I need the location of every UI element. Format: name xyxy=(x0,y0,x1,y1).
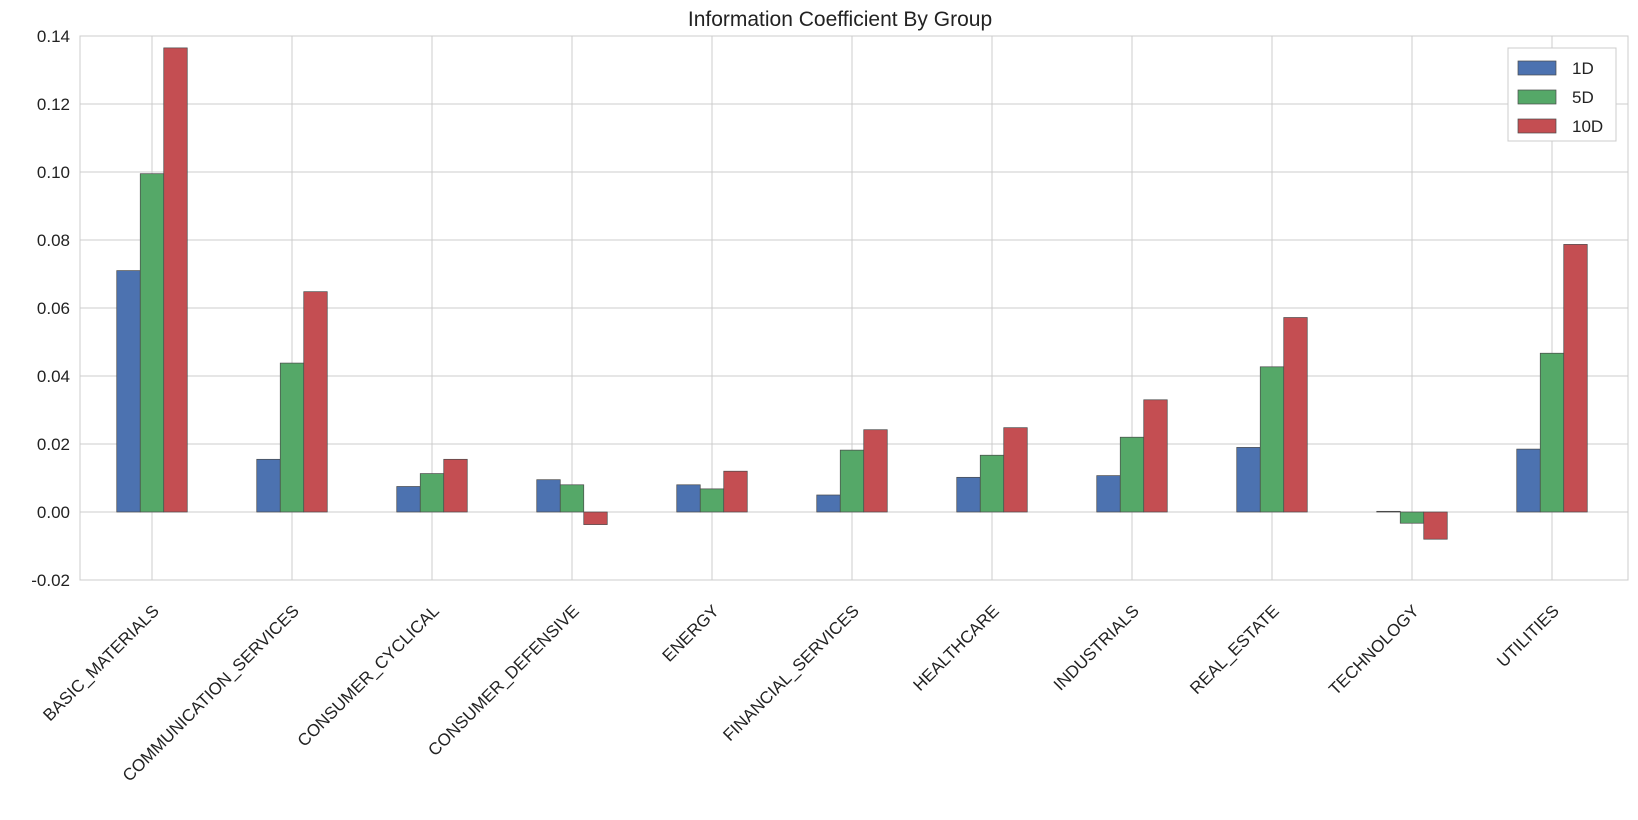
legend-swatch-5d xyxy=(1517,89,1557,105)
bar-5d-utilities xyxy=(1539,352,1565,513)
bars xyxy=(116,47,1588,540)
bar-5d-energy xyxy=(699,488,725,513)
y-tick-label: 0.02 xyxy=(37,435,70,454)
legend-label: 1D xyxy=(1572,59,1594,78)
x-tick-label: CONSUMER_CYCLICAL xyxy=(294,601,443,750)
bar-1d-financial-services xyxy=(816,494,841,513)
bar-10d-consumer-defensive xyxy=(583,511,608,525)
plot-frame xyxy=(79,35,1629,581)
bar-1d-industrials xyxy=(1096,475,1121,513)
bar-5d-financial-services xyxy=(839,449,865,513)
bar-10d-industrials xyxy=(1143,399,1168,513)
x-tick-label: FINANCIAL_SERVICES xyxy=(719,601,862,744)
x-tick-label: UTILITIES xyxy=(1493,601,1563,671)
bar-1d-utilities xyxy=(1516,448,1541,513)
y-tick-label: 0.06 xyxy=(37,299,70,318)
bar-1d-communication-services xyxy=(256,458,281,513)
bar-1d-energy xyxy=(676,484,701,513)
bar-10d-healthcare xyxy=(1003,427,1028,513)
x-tick-label: REAL_ESTATE xyxy=(1186,601,1282,697)
y-tick-label: 0.04 xyxy=(37,367,70,386)
bar-1d-healthcare xyxy=(956,476,981,513)
bar-5d-industrials xyxy=(1119,436,1145,513)
y-tick-label: -0.02 xyxy=(31,571,70,590)
y-tick-label: 0.10 xyxy=(37,163,70,182)
bar-5d-consumer-defensive xyxy=(559,484,585,513)
y-tick-label: 0.12 xyxy=(37,95,70,114)
y-tick-label: 0.08 xyxy=(37,231,70,250)
bar-1d-consumer-defensive xyxy=(536,479,561,513)
legend-label: 10D xyxy=(1572,117,1603,136)
chart-title: Information Coefficient By Group xyxy=(688,8,992,31)
bar-1d-real-estate xyxy=(1236,447,1261,513)
bar-5d-consumer-cyclical xyxy=(419,473,445,513)
bar-5d-technology xyxy=(1399,511,1425,524)
x-tick-label: ENERGY xyxy=(659,601,723,665)
bar-10d-utilities xyxy=(1563,244,1588,513)
y-tick-label: 0.14 xyxy=(37,27,70,46)
legend-label: 5D xyxy=(1572,88,1594,107)
x-tick-label: CONSUMER_DEFENSIVE xyxy=(424,601,582,759)
legend-swatch-1d xyxy=(1517,60,1557,76)
bar-10d-financial-services xyxy=(863,429,888,513)
bar-10d-consumer-cyclical xyxy=(443,458,468,513)
y-tick-label: 0.00 xyxy=(37,503,70,522)
bar-5d-basic-materials xyxy=(139,173,165,513)
bar-10d-real-estate xyxy=(1283,317,1308,513)
bar-5d-communication-services xyxy=(279,362,305,513)
bar-5d-healthcare xyxy=(979,454,1005,513)
x-tick-label: BASIC_MATERIALS xyxy=(39,601,162,724)
bar-1d-consumer-cyclical xyxy=(396,486,421,513)
bar-1d-technology xyxy=(1376,510,1401,513)
legend-swatch-10d xyxy=(1517,118,1557,134)
legend: 1D 5D 10D xyxy=(1507,47,1617,142)
x-tick-label: INDUSTRIALS xyxy=(1050,601,1143,694)
x-tick-label: HEALTHCARE xyxy=(909,601,1002,694)
bar-10d-basic-materials xyxy=(163,47,188,513)
bar-10d-technology xyxy=(1423,511,1448,540)
bar-5d-real-estate xyxy=(1259,366,1285,513)
bar-10d-energy xyxy=(723,470,748,513)
bar-1d-basic-materials xyxy=(116,270,141,513)
bar-10d-communication-services xyxy=(303,291,328,513)
x-tick-label: TECHNOLOGY xyxy=(1325,601,1423,699)
